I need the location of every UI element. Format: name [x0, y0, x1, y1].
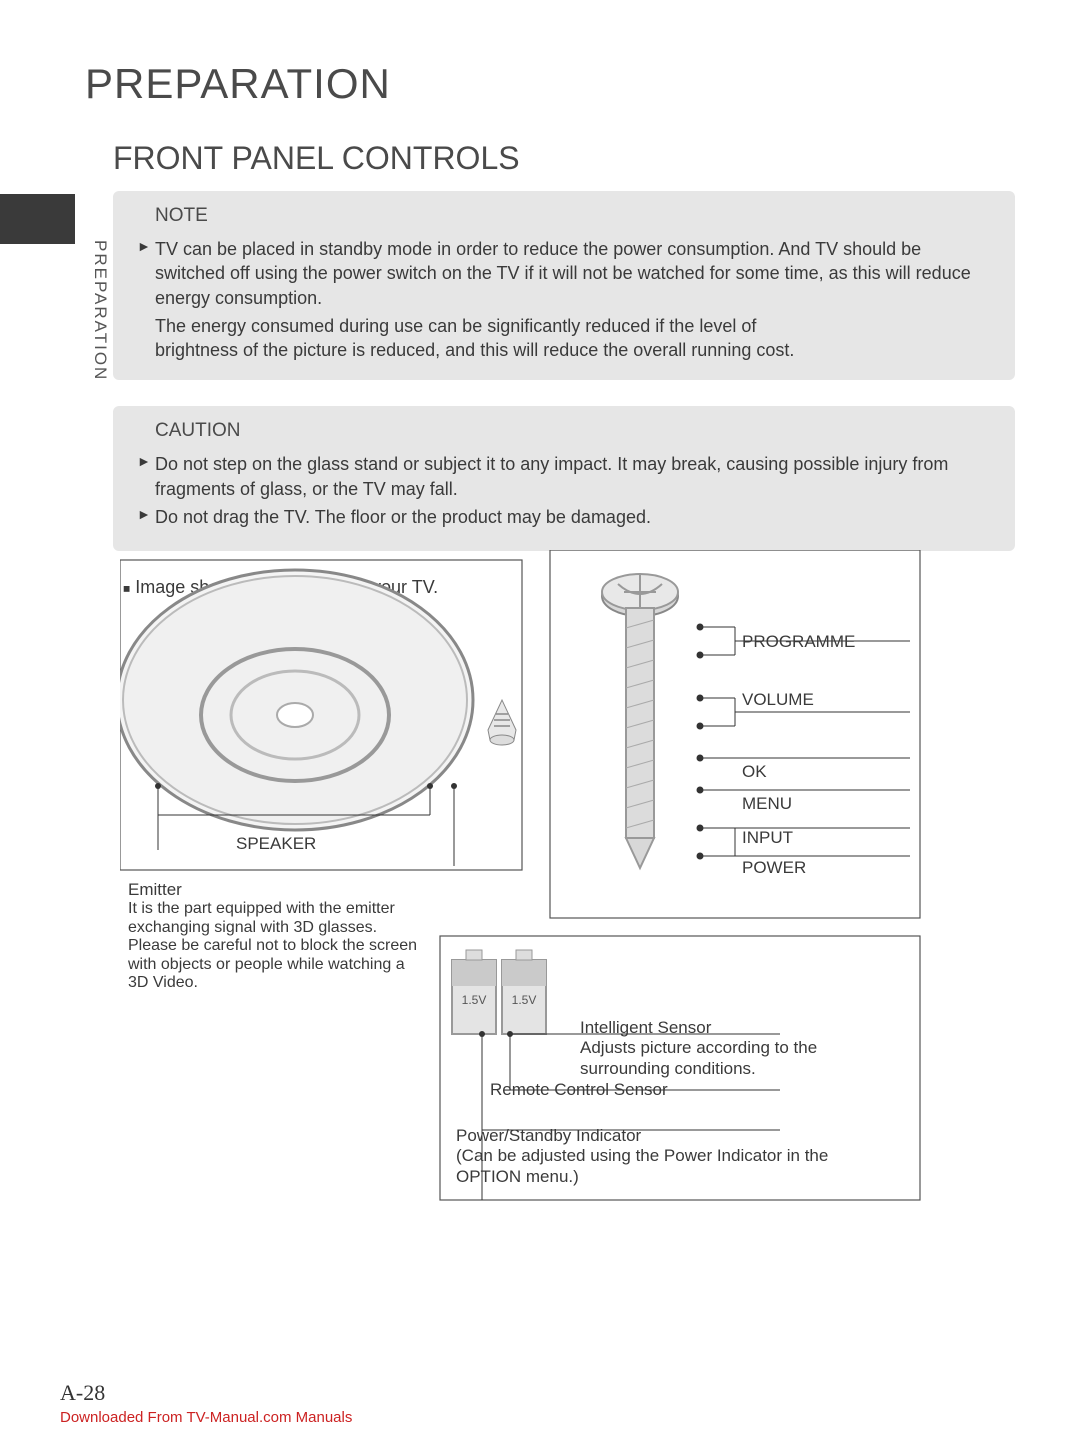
caution-item2: Do not drag the TV. The floor or the pro… [155, 505, 991, 529]
bullet-icon: ► [137, 505, 155, 529]
intel-sensor-body: Adjusts picture according to the surroun… [580, 1038, 817, 1077]
caution-body: ► Do not step on the glass stand or subj… [137, 452, 991, 529]
pwr-standby-title: Power/Standby Indicator [456, 1126, 641, 1145]
intel-block: Intelligent Sensor Adjusts picture accor… [580, 1018, 860, 1079]
programme-label: PROGRAMME [742, 632, 855, 652]
svg-text:1.5V: 1.5V [512, 993, 537, 1007]
input-label: INPUT [742, 828, 793, 848]
page-content: PREPARATION FRONT PANEL CONTROLS NOTE ► … [85, 60, 1015, 610]
note-line2: The energy consumed during use can be si… [155, 314, 991, 338]
caution-title: CAUTION [155, 420, 991, 442]
menu-label: MENU [742, 794, 792, 814]
emitter-title: Emitter [128, 880, 182, 899]
side-tab [0, 194, 75, 244]
note-box: NOTE ► TV can be placed in standby mode … [113, 191, 1015, 380]
speaker-label: SPEAKER [236, 834, 316, 854]
remote-label: Remote Control Sensor [490, 1080, 668, 1100]
caution-item1: Do not step on the glass stand or subjec… [155, 452, 991, 501]
emitter-body: It is the part equipped with the emitter… [128, 900, 428, 992]
note-title: NOTE [155, 205, 991, 227]
caution-box: CAUTION ► Do not step on the glass stand… [113, 406, 1015, 551]
volume-label: VOLUME [742, 690, 814, 710]
power-standby-block: Power/Standby Indicator (Can be adjusted… [456, 1126, 836, 1187]
page-title: PREPARATION [85, 60, 1015, 108]
note-line3: brightness of the picture is reduced, an… [155, 338, 991, 362]
download-line: Downloaded From TV-Manual.com Manuals [60, 1409, 352, 1426]
note-line1: TV can be placed in standby mode in orde… [155, 237, 991, 310]
page-number: A-28 [60, 1380, 105, 1406]
diagram: 1.5V 1.5V SPEAKER Emitter It is the part… [120, 550, 1000, 1210]
svg-text:1.5V: 1.5V [462, 993, 487, 1007]
bullet-icon: ► [137, 237, 155, 310]
pwr-standby-body: (Can be adjusted using the Power Indicat… [456, 1146, 828, 1185]
emitter-block: Emitter It is the part equipped with the… [128, 880, 428, 992]
bullet-icon: ► [137, 452, 155, 501]
ok-label: OK [742, 762, 767, 782]
note-body: ► TV can be placed in standby mode in or… [137, 237, 991, 362]
section-title: FRONT PANEL CONTROLS [113, 140, 1015, 177]
power-label: POWER [742, 858, 806, 878]
intel-sensor-title: Intelligent Sensor [580, 1018, 711, 1037]
